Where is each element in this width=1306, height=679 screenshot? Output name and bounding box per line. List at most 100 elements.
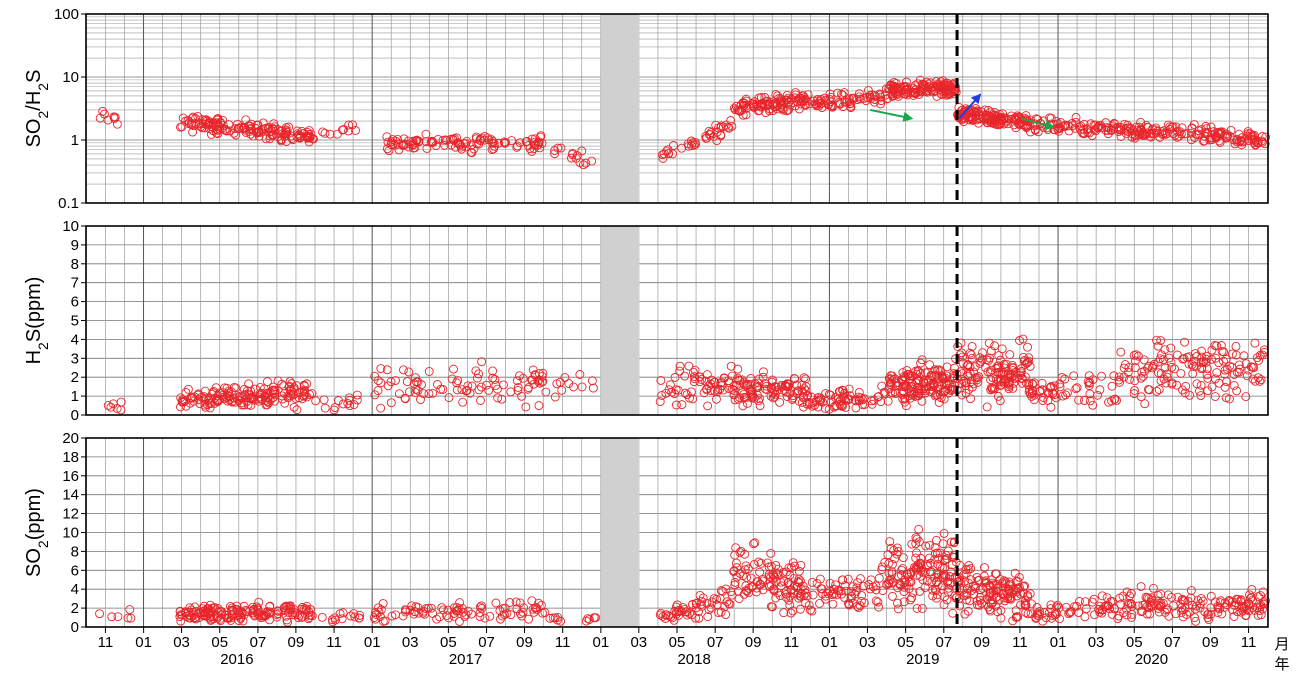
data-point xyxy=(775,591,785,601)
data-point xyxy=(499,137,509,147)
data-point xyxy=(846,593,856,603)
data-point xyxy=(906,577,916,587)
data-point xyxy=(1085,378,1095,387)
data-point xyxy=(898,564,908,574)
data-point xyxy=(960,609,970,619)
data-point xyxy=(480,135,490,145)
data-point xyxy=(782,567,791,577)
y-axis-label: H2S(ppm) xyxy=(23,277,51,365)
data-point xyxy=(1204,615,1214,625)
data-point xyxy=(1138,371,1148,381)
data-point xyxy=(749,559,759,569)
data-point xyxy=(1136,392,1146,402)
data-point xyxy=(965,348,975,358)
data-point xyxy=(1163,120,1173,130)
data-point xyxy=(222,393,232,403)
data-point xyxy=(927,577,937,587)
data-point xyxy=(982,115,992,125)
data-point xyxy=(550,149,560,159)
data-point xyxy=(675,366,685,376)
data-point xyxy=(535,143,545,153)
data-point xyxy=(698,593,708,603)
data-point xyxy=(1122,604,1131,614)
data-point xyxy=(1203,609,1213,619)
data-point xyxy=(935,548,945,558)
data-point xyxy=(112,119,122,129)
data-point xyxy=(959,570,969,580)
data-point xyxy=(749,103,759,112)
data-point xyxy=(686,136,696,146)
data-point xyxy=(474,369,484,379)
data-point xyxy=(937,82,947,92)
data-point xyxy=(181,607,191,616)
data-point xyxy=(742,379,752,389)
data-point xyxy=(499,380,508,390)
data-point xyxy=(729,566,739,576)
data-point xyxy=(755,579,765,589)
data-point xyxy=(1006,369,1016,379)
data-point xyxy=(674,606,684,615)
data-point xyxy=(978,348,987,358)
data-point xyxy=(502,609,512,618)
data-point xyxy=(674,611,684,620)
data-point xyxy=(258,118,268,128)
data-point xyxy=(1071,112,1081,122)
data-point xyxy=(921,541,931,551)
data-point xyxy=(414,136,424,146)
data-point xyxy=(1186,586,1196,596)
data-point xyxy=(1095,607,1105,617)
data-point xyxy=(387,611,397,621)
data-point xyxy=(302,379,312,389)
data-point xyxy=(1080,396,1089,406)
gap-band xyxy=(600,226,640,415)
data-point xyxy=(724,123,734,133)
data-point xyxy=(807,577,817,587)
x-tick-label-month: 11 xyxy=(1241,634,1257,651)
data-point xyxy=(954,577,964,587)
data-point xyxy=(477,603,487,613)
data-point xyxy=(299,128,309,138)
data-point xyxy=(409,379,419,389)
data-point xyxy=(1221,354,1231,364)
data-point xyxy=(1231,341,1241,351)
data-point xyxy=(458,607,468,617)
y-tick-label: 16 xyxy=(62,468,79,485)
data-point xyxy=(1083,127,1093,137)
data-point xyxy=(475,612,485,621)
data-point xyxy=(1037,385,1047,395)
data-point xyxy=(440,140,449,150)
data-point xyxy=(1236,607,1246,617)
data-point xyxy=(330,615,340,625)
data-point xyxy=(911,366,921,376)
data-point xyxy=(821,389,831,398)
data-point xyxy=(991,374,1001,384)
data-point xyxy=(838,386,848,396)
data-point xyxy=(942,362,952,372)
data-point xyxy=(388,135,398,145)
data-point xyxy=(203,400,212,410)
data-point xyxy=(370,371,380,381)
data-point xyxy=(771,560,781,570)
data-point xyxy=(948,608,958,618)
data-point xyxy=(548,613,558,623)
data-point xyxy=(1182,610,1192,619)
data-point xyxy=(805,605,815,615)
data-point xyxy=(540,608,550,617)
data-point xyxy=(1193,130,1203,140)
data-point xyxy=(1013,583,1023,593)
data-point xyxy=(1146,132,1156,142)
data-point xyxy=(1126,124,1136,133)
data-point xyxy=(770,102,780,112)
data-point xyxy=(743,564,753,574)
data-point xyxy=(438,135,448,145)
data-point xyxy=(407,601,417,611)
x-tick-label-month: 09 xyxy=(1202,634,1219,651)
data-point xyxy=(185,117,194,127)
data-point xyxy=(206,616,216,625)
x-tick-label-month: 05 xyxy=(211,634,228,651)
data-point xyxy=(1127,612,1136,622)
data-point xyxy=(973,377,983,387)
data-point xyxy=(1229,381,1239,390)
data-point xyxy=(837,400,847,410)
data-point xyxy=(485,611,495,621)
